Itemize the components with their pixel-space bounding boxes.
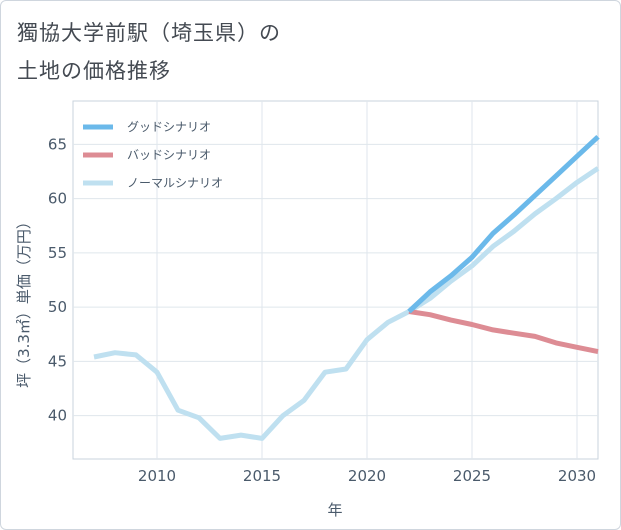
- legend-label-3: ノーマルシナリオ: [127, 176, 223, 190]
- chart-title-line-2: 土地の価格推移: [17, 59, 171, 83]
- y-tick-labels: 40 45 50 55 60 65: [48, 135, 67, 424]
- legend-label-1: グッドシナリオ: [127, 120, 211, 134]
- plot-background: [72, 100, 599, 460]
- x-tick-2015: 2015: [243, 467, 281, 485]
- chart-title-line-1: 獨協大学前駅（埼玉県）の: [17, 21, 281, 45]
- series-line-1: [407, 134, 600, 314]
- series-lines: [93, 134, 600, 441]
- y-tick-60: 60: [48, 190, 67, 208]
- grid: [73, 101, 598, 459]
- series-line-3: [93, 166, 600, 441]
- y-tick-45: 45: [48, 352, 67, 370]
- y-tick-65: 65: [48, 135, 67, 153]
- x-tick-2010: 2010: [138, 467, 176, 485]
- y-tick-50: 50: [48, 298, 67, 316]
- y-tick-40: 40: [48, 407, 67, 425]
- y-axis-label: 坪（3.3㎡）単価（万円）: [15, 214, 33, 388]
- x-axis-label: 年: [327, 501, 342, 519]
- x-tick-2025: 2025: [453, 467, 491, 485]
- legend-label-2: バッドシナリオ: [127, 148, 211, 162]
- x-tick-2020: 2020: [348, 467, 386, 485]
- x-tick-labels: 2010 2015 2020 2025 2030: [138, 467, 596, 485]
- series-line-2: [408, 309, 599, 355]
- y-tick-55: 55: [48, 244, 67, 262]
- x-tick-2030: 2030: [558, 467, 596, 485]
